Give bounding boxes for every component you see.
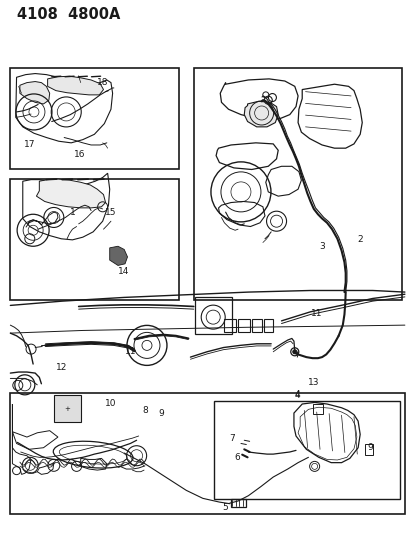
Bar	[194, 297, 231, 334]
Text: 4108  4800A: 4108 4800A	[17, 7, 120, 22]
Polygon shape	[244, 101, 278, 127]
Text: 5: 5	[221, 503, 227, 512]
Polygon shape	[20, 82, 50, 104]
Bar	[312, 404, 322, 414]
Text: 17: 17	[24, 141, 36, 149]
Text: 1: 1	[69, 208, 75, 216]
Bar	[223, 319, 235, 332]
Text: 3: 3	[318, 242, 324, 251]
Bar	[364, 444, 372, 455]
Text: 6: 6	[233, 453, 239, 462]
Text: 4: 4	[294, 390, 299, 399]
Bar	[263, 319, 273, 332]
Text: 9: 9	[158, 409, 164, 417]
Bar	[230, 499, 246, 507]
Polygon shape	[47, 76, 103, 95]
Text: 2: 2	[356, 236, 362, 244]
Text: 11: 11	[310, 309, 322, 318]
Bar	[10, 179, 178, 300]
Bar	[193, 68, 401, 300]
Bar	[54, 395, 81, 422]
Bar	[214, 401, 399, 499]
Bar	[237, 319, 249, 332]
Text: 8: 8	[142, 406, 148, 415]
Polygon shape	[109, 246, 127, 265]
Text: 11: 11	[124, 348, 136, 356]
Bar	[251, 319, 261, 332]
Text: 10: 10	[105, 399, 116, 408]
Text: 9: 9	[367, 443, 373, 452]
Text: 16: 16	[74, 150, 85, 159]
Bar	[10, 393, 404, 514]
Polygon shape	[36, 179, 105, 208]
Text: 7: 7	[228, 434, 234, 442]
Bar	[10, 68, 178, 169]
Text: 4: 4	[294, 391, 299, 400]
Text: 18: 18	[97, 78, 108, 87]
Text: +: +	[64, 406, 70, 412]
Text: 12: 12	[55, 364, 67, 372]
Circle shape	[292, 350, 296, 354]
Text: 14: 14	[117, 268, 129, 276]
Text: 15: 15	[105, 208, 116, 216]
Text: 13: 13	[307, 378, 319, 387]
